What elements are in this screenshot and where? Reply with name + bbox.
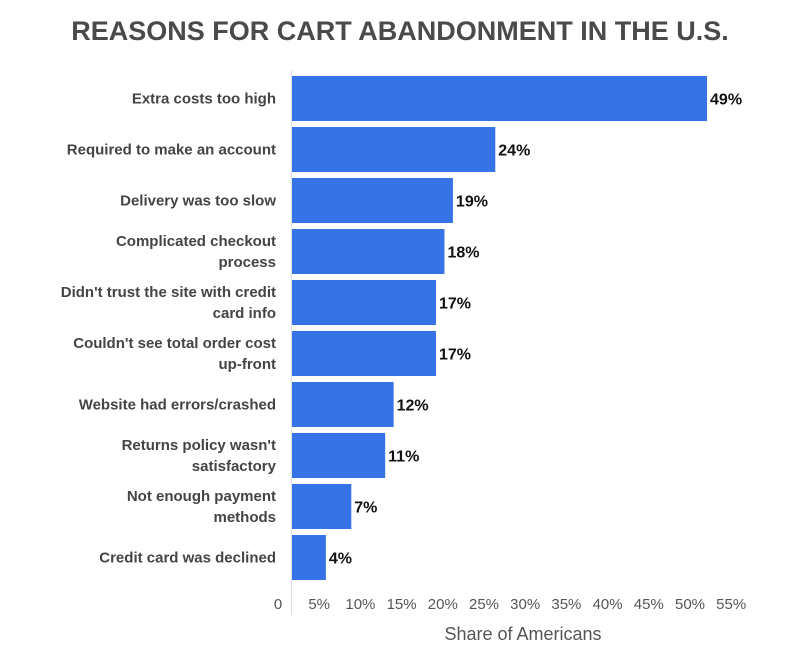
bar xyxy=(292,76,708,121)
x-tick-label: 35% xyxy=(551,596,581,613)
value-label: 4% xyxy=(329,551,352,568)
x-tick-label: 30% xyxy=(510,596,540,613)
value-label: 12% xyxy=(397,398,429,415)
x-axis-label: Share of Americans xyxy=(444,624,601,644)
x-tick-label: 15% xyxy=(387,596,417,613)
bar xyxy=(292,178,453,223)
category-label: Didn't trust the site with credit xyxy=(61,284,276,301)
value-label: 11% xyxy=(388,449,419,466)
category-label: methods xyxy=(213,509,276,526)
bar xyxy=(292,433,386,478)
value-label: 19% xyxy=(456,194,488,211)
category-label: Complicated checkout xyxy=(116,233,276,250)
category-label: satisfactory xyxy=(192,458,277,475)
value-label: 17% xyxy=(439,296,471,313)
x-tick-label: 0 xyxy=(274,596,282,613)
value-label: 7% xyxy=(354,500,377,517)
category-label: Not enough payment xyxy=(127,488,276,505)
bar xyxy=(292,331,436,376)
category-label: Extra costs too high xyxy=(132,91,276,108)
value-label: 24% xyxy=(498,143,530,160)
category-label: process xyxy=(218,254,276,271)
x-tick-label: 25% xyxy=(469,596,499,613)
category-label: card info xyxy=(213,305,276,322)
bar xyxy=(292,484,352,529)
chart-title: REASONS FOR CART ABANDONMENT IN THE U.S. xyxy=(71,16,729,46)
bar xyxy=(292,127,496,172)
category-label: Couldn't see total order cost xyxy=(73,335,276,352)
category-label: Credit card was declined xyxy=(99,550,276,567)
bar xyxy=(292,535,326,580)
category-label: Returns policy wasn't xyxy=(122,437,276,454)
x-tick-label: 5% xyxy=(308,596,330,613)
category-label: Required to make an account xyxy=(67,142,276,159)
x-tick-label: 45% xyxy=(634,596,664,613)
x-tick-label: 10% xyxy=(345,596,375,613)
value-label: 18% xyxy=(447,245,479,262)
value-label: 17% xyxy=(439,347,471,364)
category-label: Delivery was too slow xyxy=(120,193,276,210)
category-label: Website had errors/crashed xyxy=(79,397,276,414)
x-tick-label: 50% xyxy=(675,596,705,613)
x-tick-label: 20% xyxy=(428,596,458,613)
category-label: up-front xyxy=(219,356,276,373)
value-label: 49% xyxy=(710,92,742,109)
x-tick-label: 40% xyxy=(593,596,623,613)
bar xyxy=(292,280,436,325)
bar xyxy=(292,382,394,427)
x-tick-label: 55% xyxy=(716,596,746,613)
bar xyxy=(292,229,445,274)
